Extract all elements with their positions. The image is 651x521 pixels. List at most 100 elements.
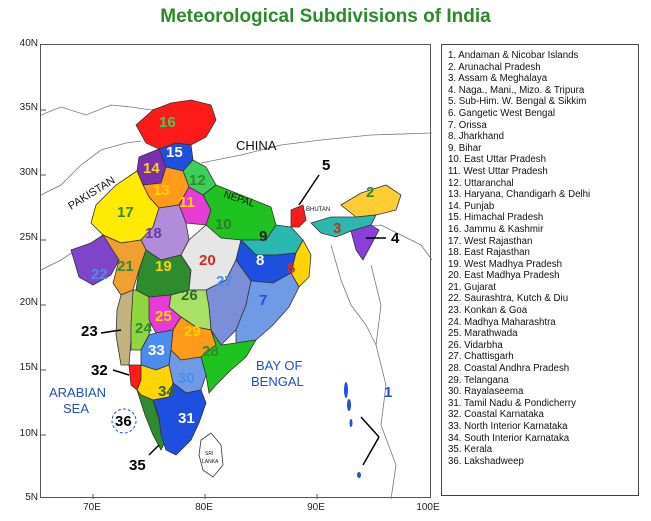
region-23-konkan-goa <box>115 289 134 366</box>
legend-item: 1. Andaman & Nicobar Islands <box>448 50 579 61</box>
region-label-35: 35 <box>129 457 146 474</box>
legend-item: 13. Haryana, Chandigarh & Delhi <box>448 189 591 201</box>
region-label-26: 26 <box>181 287 198 304</box>
legend-item: 15. Himachal Pradesh <box>448 212 544 224</box>
region-label-36: 36 <box>115 413 132 430</box>
lat-tick-25n: 25N <box>19 232 38 243</box>
region-label-10: 10 <box>215 216 232 233</box>
legend-item: 32. Coastal Karnataka <box>448 409 544 421</box>
region-label-9: 9 <box>259 228 267 245</box>
subdivision-regions <box>70 99 402 478</box>
legend-box: 1. Andaman & Nicobar Islands 2. Arunachal… <box>441 44 639 496</box>
label-china: CHINA <box>236 138 277 153</box>
lat-tick-10n: 10N <box>19 428 38 439</box>
lon-tick-100e: 100E <box>416 502 440 513</box>
arrow-32 <box>112 369 130 376</box>
legend-list: 1. Andaman & Nicobar Islands 2. Arunachal… <box>448 50 634 467</box>
arrow-1a <box>360 416 380 438</box>
lat-tick-15n: 15N <box>19 362 38 373</box>
lat-tick-20n: 20N <box>19 297 38 308</box>
legend-item: 22. Saurashtra, Kutch & Diu <box>448 293 569 305</box>
legend-item: 31. Tamil Nadu & Pondicherry <box>448 397 576 409</box>
lat-tick-30n: 30N <box>19 167 38 178</box>
region-label-3: 3 <box>333 220 341 237</box>
lon-tick-80e: 80E <box>195 502 213 513</box>
map-title: Meteorological Subdivisions of India <box>160 6 491 27</box>
legend-item: 36. Lakshadweep <box>448 455 524 467</box>
map-frame: CHINA PAKISTAN NEPAL BHUTAN BAY OF BENGA… <box>40 44 432 499</box>
pointer-arrows <box>100 174 386 466</box>
region-4-ne-states <box>350 224 380 261</box>
map-ticks <box>41 109 318 499</box>
legend-item: 20. East Madhya Pradesh <box>448 270 560 282</box>
region-label-31: 31 <box>178 410 195 427</box>
legend-item: 21. Gujarat <box>448 281 496 293</box>
region-label-18: 18 <box>145 225 162 242</box>
legend-item: 17. West Rajasthan <box>448 235 533 247</box>
legend-item: 33. North Interior Karnataka <box>448 421 568 432</box>
legend-item: 27. Chattisgarh <box>448 351 514 363</box>
region-label-14: 14 <box>143 160 160 177</box>
label-bhutan: BHUTAN <box>306 207 330 213</box>
lon-tick-70e: 70E <box>83 502 101 513</box>
region-label-1: 1 <box>384 384 392 401</box>
label-bengal: BENGAL <box>251 374 304 389</box>
region-label-8: 8 <box>256 252 264 269</box>
region-31-tamil-nadu <box>152 382 207 456</box>
legend-item: 29. Telangana <box>448 374 509 386</box>
arrow-35 <box>148 444 160 456</box>
region-label-24: 24 <box>135 320 152 337</box>
legend-item: 24. Madhya Maharashtra <box>448 316 556 328</box>
lon-tick-90e: 90E <box>307 502 325 513</box>
region-label-16: 16 <box>159 114 176 131</box>
legend-item: 34. South Interior Karnataka <box>448 432 570 444</box>
legend-item: 28. Coastal Andhra Pradesh <box>448 363 570 375</box>
legend-item: 25. Marathwada <box>448 328 518 340</box>
region-number-labels: 1 2 3 4 5 6 7 8 9 10 11 12 13 14 15 16 1… <box>81 114 400 474</box>
andaman-islands <box>344 382 361 478</box>
region-16-jammu-kashmir <box>135 99 217 150</box>
legend-item: 26. Vidarbha <box>448 339 503 351</box>
legend-item: 16. Jammu & Kashmir <box>448 223 544 235</box>
region-label-15: 15 <box>166 144 183 161</box>
label-sri: SRI <box>205 451 213 457</box>
legend-item: 2. Arunachal Pradesh <box>448 61 541 73</box>
region-label-25: 25 <box>155 308 172 325</box>
region-label-27: 27 <box>216 273 233 290</box>
region-label-33: 33 <box>148 342 165 359</box>
region-label-2: 2 <box>366 184 374 201</box>
region-7-orissa <box>235 272 300 344</box>
arrow-5 <box>298 174 320 206</box>
legend-item: 3. Assam & Meghalaya <box>448 73 548 85</box>
legend-item: 8. Jharkhand <box>448 131 505 143</box>
legend-item: 30. Rayalaseema <box>448 386 524 398</box>
region-21-gujarat <box>101 234 147 296</box>
lat-tick-5n: 5N <box>25 492 38 503</box>
label-lanka: LANKA <box>202 459 219 465</box>
region-label-21: 21 <box>117 258 134 275</box>
legend-item: 9. Bihar <box>448 142 482 154</box>
label-arabian: ARABIAN <box>49 385 106 400</box>
arrow-1b <box>362 436 380 466</box>
legend-item: 11. West Uttar Pradesh <box>448 165 548 177</box>
legend-item: 19. West Madhya Pradesh <box>448 258 562 270</box>
legend-item: 18. East Rajasthan <box>448 247 530 259</box>
arrow-23 <box>100 329 122 334</box>
legend-item: 14. Punjab <box>448 200 495 212</box>
region-label-7: 7 <box>259 292 267 309</box>
legend-item: 23. Konkan & Goa <box>448 305 528 317</box>
legend-item: 10. East Uttar Pradesh <box>448 154 547 166</box>
india-map: CHINA PAKISTAN NEPAL BHUTAN BAY OF BENGA… <box>41 99 432 499</box>
legend-item: 5. Sub-Him. W. Bengal & Sikkim <box>448 96 587 108</box>
region-label-29: 29 <box>184 323 201 340</box>
region-label-19: 19 <box>155 258 172 275</box>
region-label-32: 32 <box>91 362 108 379</box>
legend-item: 12. Uttaranchal <box>448 177 514 189</box>
legend-item: 35. Kerala <box>448 444 493 456</box>
region-label-4: 4 <box>391 230 400 247</box>
region-label-17: 17 <box>117 204 134 221</box>
region-label-5: 5 <box>322 157 330 174</box>
neighbour-outlines <box>41 104 432 499</box>
label-sea: SEA <box>63 401 89 416</box>
legend-item: 4. Naga., Mani., Mizo. & Tripura <box>448 84 585 96</box>
